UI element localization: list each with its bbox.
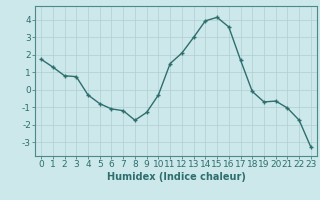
- X-axis label: Humidex (Indice chaleur): Humidex (Indice chaleur): [107, 172, 245, 182]
